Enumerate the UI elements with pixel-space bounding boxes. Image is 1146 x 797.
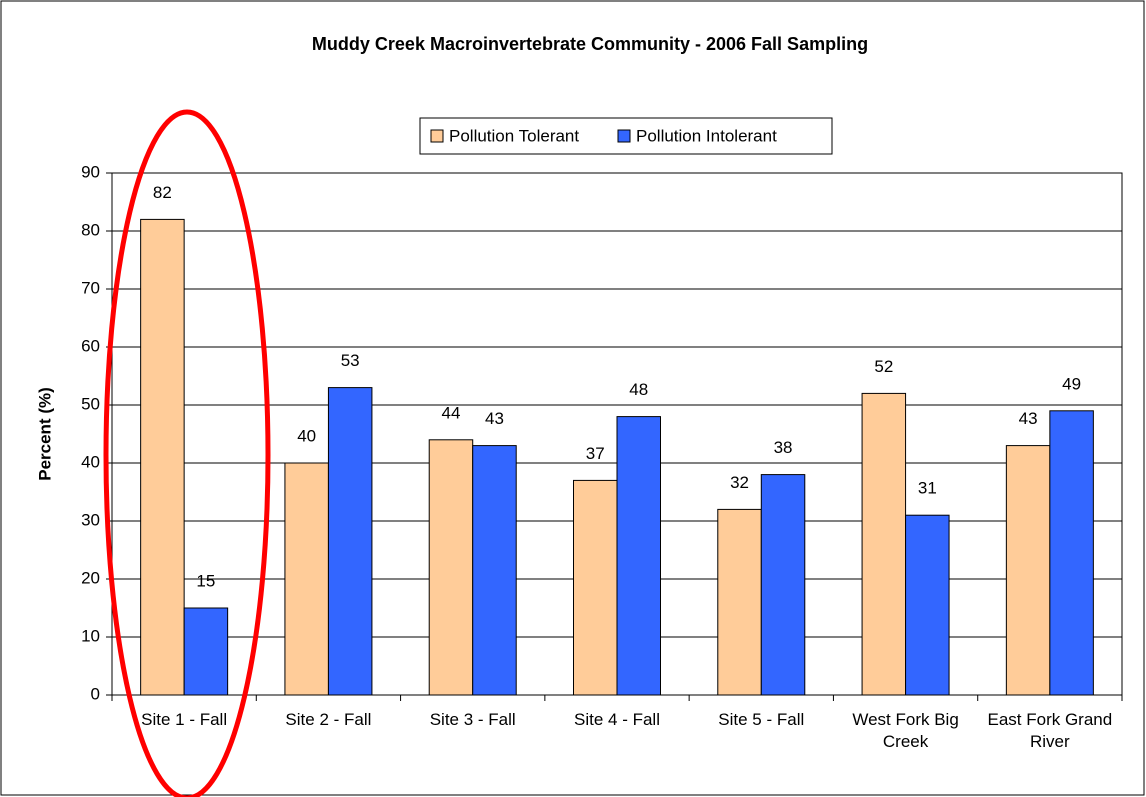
legend-swatch (430, 129, 444, 143)
x-tick-label: Site 5 - Fall (718, 710, 805, 729)
highlight-ellipse (103, 109, 271, 797)
data-label: 15 (196, 571, 215, 590)
data-label: 31 (918, 479, 937, 498)
y-axis-label: Percent (%) (35, 387, 54, 481)
data-label: 40 (297, 426, 316, 445)
bar (428, 439, 474, 696)
data-label: 49 (1062, 374, 1081, 393)
x-tick-label: West Fork Big Creek (852, 710, 959, 751)
data-label: 52 (874, 357, 893, 376)
bar (573, 479, 618, 696)
data-label: 53 (341, 351, 360, 370)
data-label: 43 (1019, 409, 1038, 428)
chart-title: Muddy Creek Macroinvertebrate Community … (312, 34, 868, 54)
bar (1005, 445, 1051, 696)
data-label: 38 (774, 438, 793, 457)
y-tick-label: 10 (81, 626, 100, 645)
legend-swatch (617, 129, 631, 143)
bar (1049, 410, 1094, 696)
x-tick-label: Site 4 - Fall (574, 710, 660, 729)
y-tick-label: 80 (81, 220, 100, 239)
legend-label: Pollution Intolerant (636, 126, 777, 145)
data-label: 37 (586, 444, 605, 463)
bar (183, 607, 229, 696)
y-tick-label: 60 (81, 336, 100, 355)
y-tick-label: 50 (81, 394, 100, 413)
bar (861, 392, 907, 696)
x-tick-label: Site 3 - Fall (429, 710, 516, 729)
x-tick-label: East Fork Grand River (987, 710, 1113, 751)
bar (616, 416, 661, 696)
data-label: 82 (153, 183, 172, 202)
y-tick-label: 0 (91, 684, 100, 703)
y-tick-label: 70 (81, 278, 100, 297)
bar (327, 387, 373, 696)
bar (760, 474, 806, 696)
x-tick-label: Site 2 - Fall (285, 710, 372, 729)
y-tick-label: 40 (81, 452, 100, 471)
bar (284, 462, 329, 696)
bar (472, 445, 517, 696)
legend-label: Pollution Tolerant (449, 126, 579, 145)
y-tick-label: 30 (81, 510, 100, 529)
data-label: 32 (730, 473, 749, 492)
bar (717, 508, 762, 696)
y-tick-label: 90 (81, 162, 100, 181)
x-tick-label: Site 1 - Fall (141, 710, 228, 729)
y-tick-label: 20 (81, 568, 100, 587)
bar (905, 514, 950, 696)
data-label: 44 (442, 403, 461, 422)
bar (140, 218, 185, 696)
data-label: 48 (629, 380, 648, 399)
data-label: 43 (485, 409, 504, 428)
